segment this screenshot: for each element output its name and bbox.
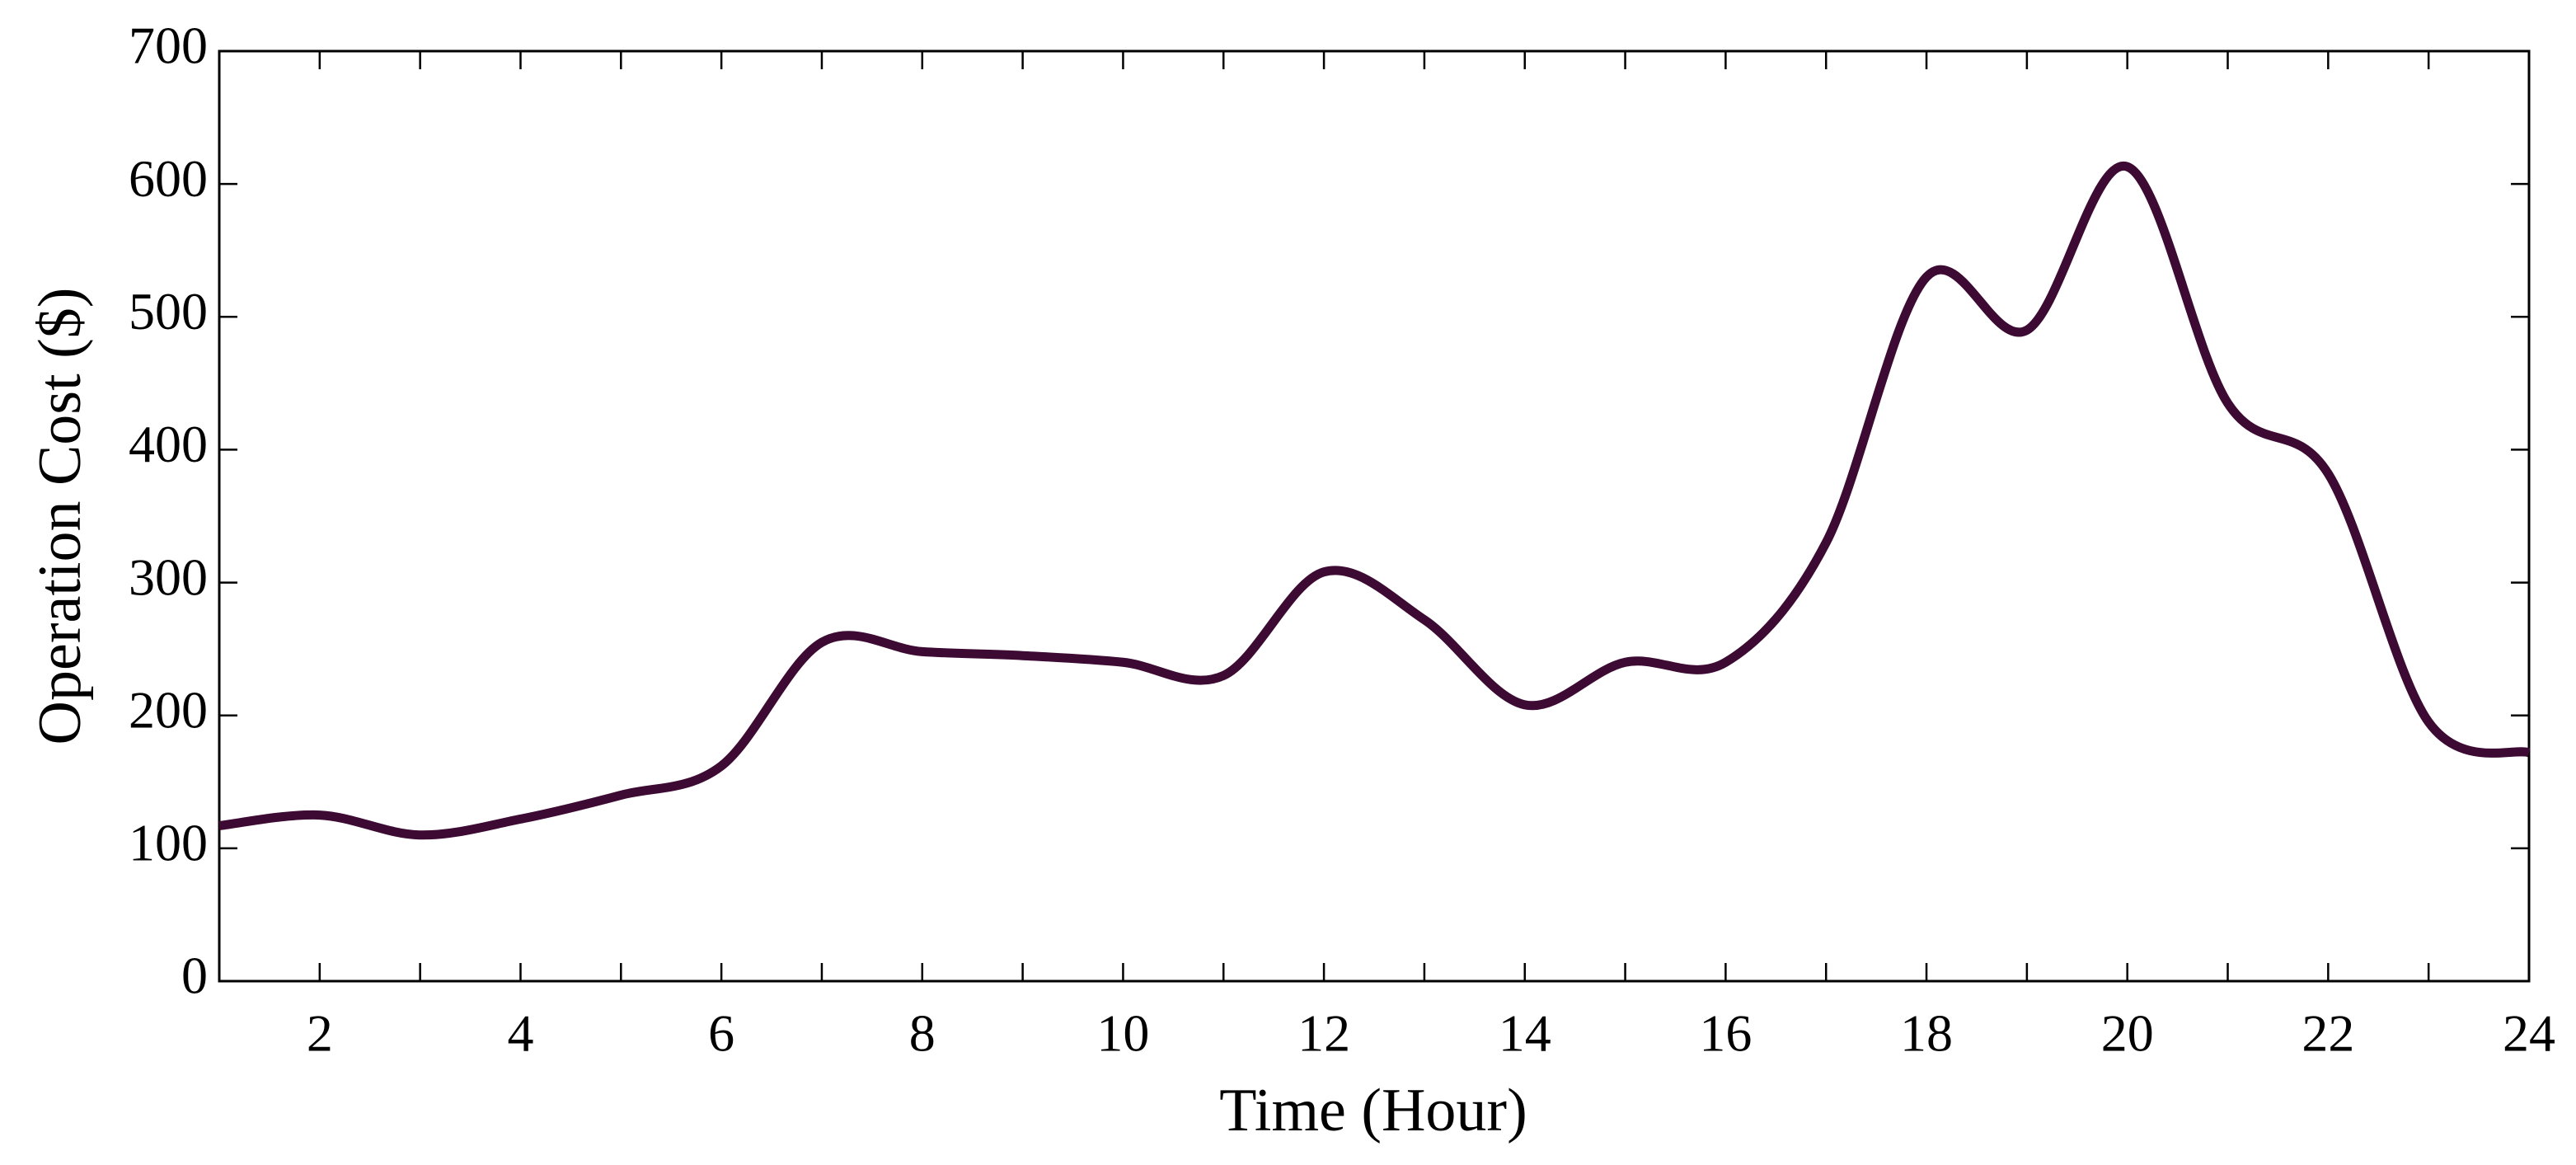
x-tick-label: 4 [507, 1004, 533, 1063]
y-tick-label: 300 [129, 547, 208, 606]
x-tick-label: 6 [708, 1004, 734, 1063]
y-tick-label: 600 [129, 149, 208, 208]
data-line [218, 162, 2531, 840]
x-tick-label: 10 [1096, 1004, 1149, 1063]
y-tick-label: 500 [129, 282, 208, 341]
x-tick-label: 16 [1699, 1004, 1752, 1063]
x-tick-label: 12 [1297, 1004, 1350, 1063]
x-tick-label: 20 [2101, 1004, 2154, 1063]
y-tick-label: 200 [129, 680, 208, 739]
y-axis-label: Operation Cost ($) [26, 288, 94, 745]
plot-frame [218, 49, 2531, 983]
y-tick-label: 100 [129, 814, 208, 872]
y-tick-label: 0 [181, 947, 208, 1005]
x-tick-label: 22 [2302, 1004, 2354, 1063]
x-axis-label: Time (Hour) [1219, 1077, 1527, 1144]
y-tick-label: 700 [129, 16, 208, 75]
x-tick-label: 24 [2503, 1004, 2555, 1063]
x-tick-label: 2 [307, 1004, 333, 1063]
y-tick-label: 400 [129, 415, 208, 473]
x-tick-label: 8 [909, 1004, 936, 1063]
x-tick-label: 14 [1499, 1004, 1551, 1063]
x-tick-label: 18 [1900, 1004, 1953, 1063]
